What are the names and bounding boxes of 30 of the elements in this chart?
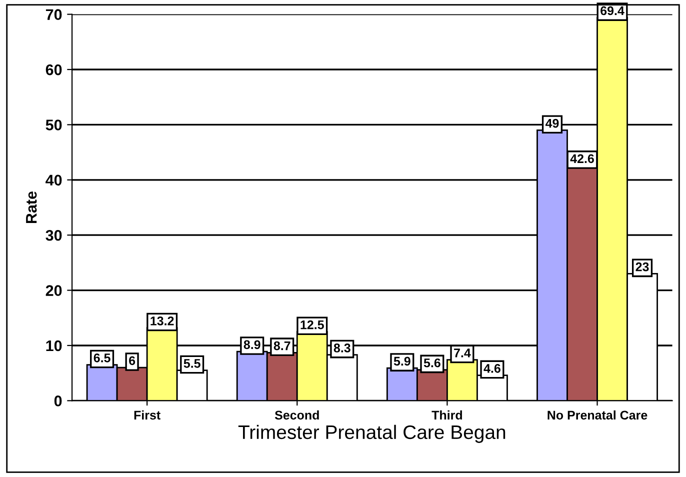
data-label: 7.4 — [454, 348, 471, 358]
data-label: 8.9 — [244, 340, 260, 350]
data-label: 5.9 — [394, 356, 410, 366]
x-tick-label: First — [134, 410, 160, 420]
x-tick-label: No Prenatal Care — [548, 410, 648, 420]
y-tick-label: 40 — [46, 174, 62, 186]
y-axis-title: Rate — [26, 191, 37, 224]
data-label: 12.5 — [300, 320, 324, 330]
y-tick-label: 20 — [46, 285, 62, 296]
y-tick-label: 70 — [46, 9, 62, 20]
data-label: 6 — [129, 356, 136, 366]
x-tick-label: Second — [274, 410, 319, 420]
data-label: 23 — [636, 262, 649, 272]
data-label: 5.5 — [184, 359, 200, 368]
y-tick-label: 30 — [46, 230, 62, 241]
data-label: 69.4 — [600, 6, 624, 16]
data-label: 8.3 — [334, 344, 350, 352]
data-label: 42.6 — [570, 154, 594, 164]
x-tick-label: Third — [432, 410, 462, 420]
x-axis-title: Trimester Prenatal Care Began — [238, 424, 506, 443]
data-label: 49 — [545, 118, 559, 128]
data-label: 6.5 — [94, 353, 110, 362]
y-tick-label: 0 — [54, 396, 62, 406]
data-label: 13.2 — [150, 316, 174, 326]
y-tick-label: 50 — [46, 120, 62, 130]
y-tick-label: 60 — [46, 64, 62, 76]
data-label: 8.7 — [274, 341, 290, 350]
data-label: 4.6 — [484, 364, 500, 373]
y-tick-label: 10 — [46, 340, 62, 352]
data-label: 5.6 — [424, 358, 440, 368]
